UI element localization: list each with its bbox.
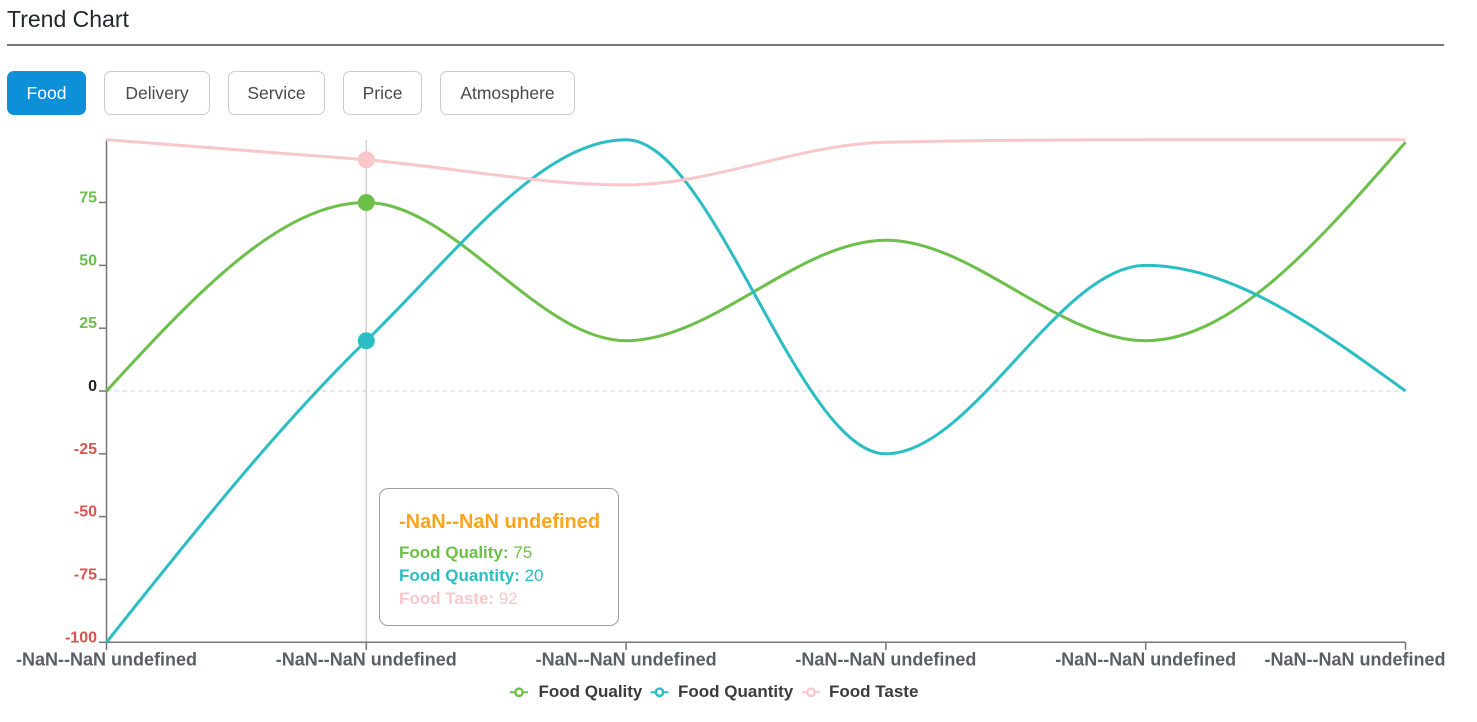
svg-text:75: 75 — [79, 190, 97, 207]
svg-text:-NaN--NaN undefined: -NaN--NaN undefined — [1055, 650, 1236, 670]
svg-text:Food Quality: Food Quality — [539, 682, 643, 701]
svg-text:-25: -25 — [74, 441, 97, 458]
svg-text:-100: -100 — [65, 629, 97, 646]
svg-text:Food Quantity: Food Quantity — [678, 682, 794, 701]
svg-text:50: 50 — [79, 252, 97, 269]
svg-text:25: 25 — [79, 315, 97, 332]
svg-text:-NaN--NaN undefined: -NaN--NaN undefined — [536, 650, 717, 670]
svg-text:-NaN--NaN undefined: -NaN--NaN undefined — [795, 650, 976, 670]
svg-text:-NaN--NaN undefined: -NaN--NaN undefined — [1265, 650, 1446, 670]
svg-text:-NaN--NaN undefined: -NaN--NaN undefined — [16, 650, 197, 670]
svg-text:-75: -75 — [74, 567, 97, 584]
svg-text:-50: -50 — [74, 504, 97, 521]
svg-text:-NaN--NaN undefined: -NaN--NaN undefined — [276, 650, 457, 670]
svg-text:Food Taste: Food Taste — [829, 682, 918, 701]
svg-text:0: 0 — [88, 378, 97, 395]
